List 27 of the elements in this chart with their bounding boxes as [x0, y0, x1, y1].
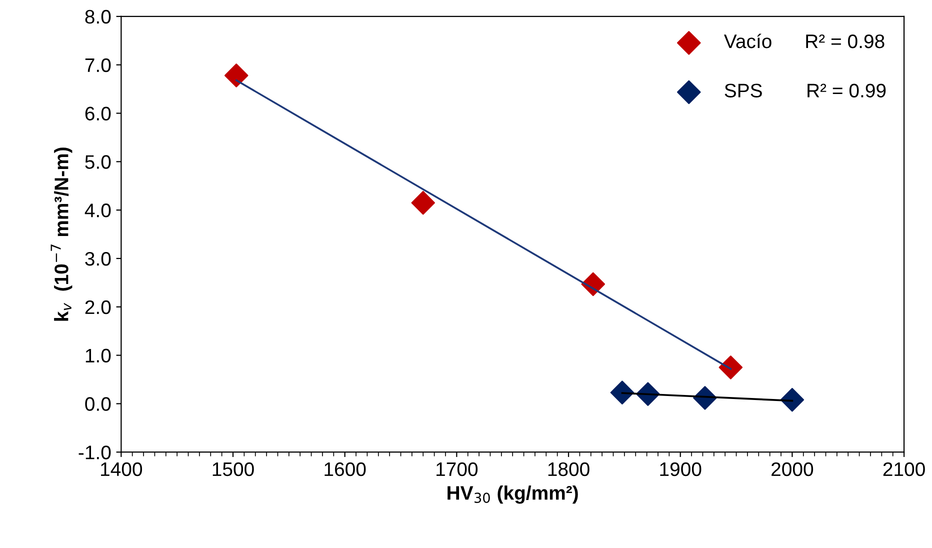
point [224, 64, 248, 88]
y-tick-label: 5.0 [85, 155, 111, 169]
x-axis-title: HV$_{30}$ (kg/mm²) [448, 486, 578, 504]
y-tick-label: 7.0 [85, 58, 111, 72]
point [780, 388, 804, 412]
x-tick-label: 2100 [883, 462, 925, 476]
point [411, 190, 436, 215]
x-tick-label: 1800 [548, 462, 590, 476]
legend-label: SPS R² = 0.99 [724, 84, 886, 98]
point [610, 380, 634, 404]
y-tick-label: 8.0 [85, 10, 111, 24]
y-tick-label: 6.0 [85, 106, 111, 120]
x-tick-label: 1900 [660, 462, 702, 476]
x-tick-label: 1700 [436, 462, 478, 476]
y-tick-label: -1.0 [78, 446, 111, 460]
x-tick-label: 1600 [324, 462, 366, 476]
x-tick-label: 1500 [212, 462, 254, 476]
y-tick-label: 3.0 [85, 252, 111, 266]
legend-label: Vacío R² = 0.98 [724, 34, 884, 48]
y-tick-label: 2.0 [85, 300, 111, 314]
y-tick-label: 1.0 [86, 348, 111, 363]
x-tick-label: 1400 [101, 462, 142, 476]
y-tick-label: 4.0 [84, 204, 111, 218]
x-tick-label: 2000 [772, 462, 814, 476]
point [718, 355, 743, 380]
y-axis-title: k$_{v}$ (10$^{−7}$ mm³/N-m) [50, 148, 72, 321]
y-tick-label: 0.0 [85, 397, 111, 411]
